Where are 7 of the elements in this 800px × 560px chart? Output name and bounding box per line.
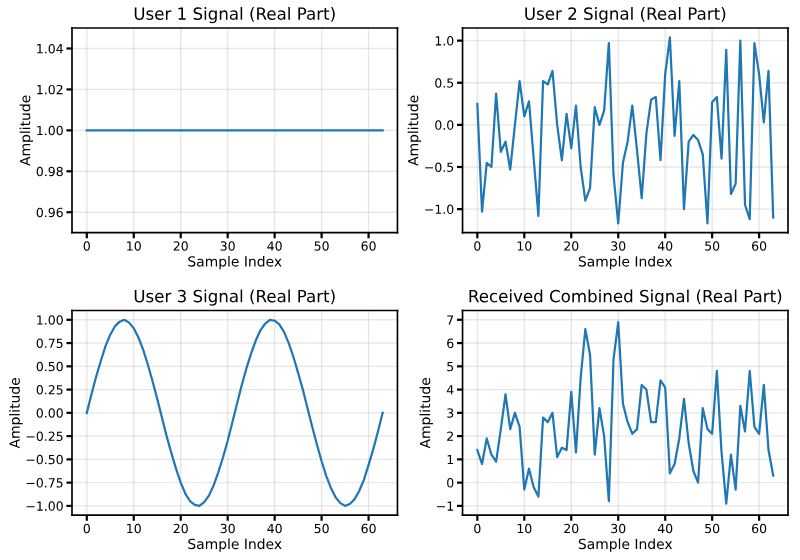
chart-title: User 1 Signal (Real Part) [134, 7, 335, 24]
line-series [85, 318, 384, 508]
chart-title: User 3 Signal (Real Part) [134, 289, 335, 306]
chart-title: Received Combined Signal (Real Part) [469, 289, 782, 306]
line-series [476, 36, 775, 225]
chart-title: User 2 Signal (Real Part) [525, 7, 726, 24]
line-series [476, 321, 775, 505]
